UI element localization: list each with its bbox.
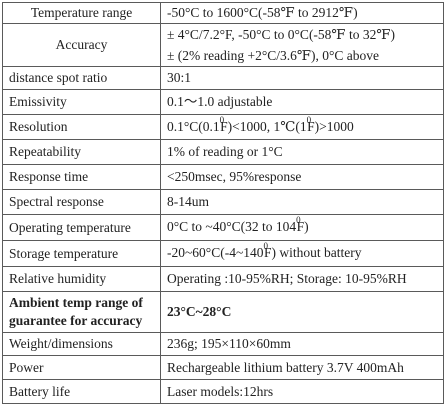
spec-value: Operating :10-95%RH; Storage: 10-95%RH xyxy=(160,266,444,292)
spec-value-part: F) xyxy=(296,219,309,234)
spec-label: Ambient temp range of guarantee for accu… xyxy=(2,291,161,333)
spec-value: 0.1°C(0.10F)<1000, 1℃(10F)>1000 xyxy=(160,114,444,140)
spec-label: Battery life xyxy=(2,379,161,404)
degree-superscript: 0 xyxy=(263,241,269,252)
spec-label: Relative humidity xyxy=(2,266,161,292)
spec-label: Storage temperature xyxy=(2,240,161,267)
spec-label: distance spot ratio xyxy=(2,66,161,90)
table-row: Temperature range -50°C to 1600°C(-58℉ t… xyxy=(2,2,444,24)
table-row: Resolution 0.1°C(0.10F)<1000, 1℃(10F)>10… xyxy=(2,114,444,140)
spec-value: -20~60°C(-4~1400F) without battery xyxy=(160,240,444,267)
spec-value: 0°C to ~40°C(32 to 1040F) xyxy=(160,214,444,241)
degree-superscript: 0 xyxy=(296,215,301,226)
table-row: Emissivity 0.1～1.0 adjustable xyxy=(2,89,444,115)
table-row: distance spot ratio 30:1 xyxy=(2,66,444,90)
table-row: Battery life Laser models:12hrs xyxy=(2,379,444,404)
spec-value: 30:1 xyxy=(160,66,444,90)
degree-superscript: 0 xyxy=(306,114,312,125)
table-row: Storage temperature -20~60°C(-4~1400F) w… xyxy=(2,240,444,267)
spec-value: <250msec, 95%response xyxy=(160,164,444,190)
table-row: Ambient temp range of guarantee for accu… xyxy=(2,291,444,333)
spec-label: Temperature range xyxy=(2,2,161,24)
spec-value: 0.1～1.0 adjustable xyxy=(160,89,444,115)
spec-value-part: 0°C to ~40°C(32 to 104 xyxy=(167,219,297,234)
spec-value-part: F) without battery xyxy=(264,245,362,260)
table-row: Weight/dimensions 236g; 195×110×60mm xyxy=(2,332,444,356)
table-row: Power Rechargeable lithium battery 3.7V … xyxy=(2,355,444,380)
spec-label: Operating temperature xyxy=(2,214,161,241)
table-row: Relative humidity Operating :10-95%RH; S… xyxy=(2,266,444,292)
spec-value-part: -20~60°C(-4~140 xyxy=(167,245,264,260)
spec-value-part: F)<1000, 1℃(1 xyxy=(220,118,307,134)
spec-label: Weight/dimensions xyxy=(2,332,161,356)
spec-value-part: F)>1000 xyxy=(307,118,354,134)
spec-value: Laser models:12hrs xyxy=(160,379,444,404)
spec-label: Spectral response xyxy=(2,189,161,215)
table-row: Repeatability 1% of reading or 1°C xyxy=(2,139,444,165)
spec-value-line: ± (2% reading +2°C/3.6℉), 0°C above xyxy=(167,48,380,63)
degree-superscript: 0 xyxy=(219,114,225,125)
spec-label: Power xyxy=(2,355,161,380)
table-row: Response time <250msec, 95%response xyxy=(2,164,444,190)
table-row: Accuracy ± 4°C/7.2°F, -50°C to 0°C(-58℉ … xyxy=(2,23,444,67)
spec-value: Rechargeable lithium battery 3.7V 400mAh xyxy=(160,355,444,380)
spec-value: ± 4°C/7.2°F, -50°C to 0°C(-58℉ to 32℉) ±… xyxy=(160,23,444,67)
spec-value: -50°C to 1600°C(-58℉ to 2912℉) xyxy=(160,2,444,24)
spec-value: 1% of reading or 1°C xyxy=(160,139,444,165)
spec-value: 23°C~28°C xyxy=(160,291,444,333)
spec-value: 236g; 195×110×60mm xyxy=(160,332,444,356)
spec-value-line: ± 4°C/7.2°F, -50°C to 0°C(-58℉ to 32℉) xyxy=(167,27,395,42)
spec-label: Repeatability xyxy=(2,139,161,165)
spec-label: Response time xyxy=(2,164,161,190)
table-row: Spectral response 8-14um xyxy=(2,189,444,215)
spec-value: 8-14um xyxy=(160,189,444,215)
spec-label: Emissivity xyxy=(2,89,161,115)
spec-label: Accuracy xyxy=(2,23,161,67)
spec-label: Resolution xyxy=(2,114,161,140)
spec-value-part: 0.1°C(0.1 xyxy=(167,118,220,134)
table-row: Operating temperature 0°C to ~40°C(32 to… xyxy=(2,214,444,241)
